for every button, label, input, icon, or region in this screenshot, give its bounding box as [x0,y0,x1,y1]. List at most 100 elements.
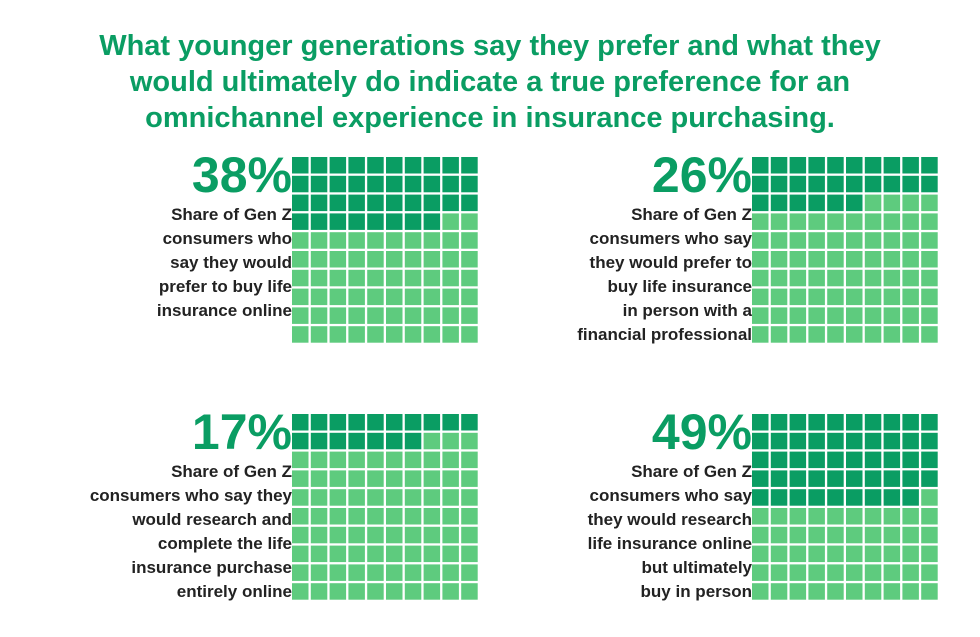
description-line: insurance purchase [131,558,292,577]
waffle-cell-empty [310,489,328,506]
headline: What younger generations say they prefer… [20,28,960,136]
stat-description: Share of Gen Z consumers who say they wo… [482,203,752,347]
waffle-cell-filled [883,175,901,193]
waffle-cell-empty [770,545,788,563]
waffle-cell-empty [902,326,919,343]
waffle-cell-empty [902,564,919,581]
waffle-cell-filled [329,175,347,193]
waffle-cell-empty [789,213,807,230]
waffle-cell-empty [310,269,328,287]
waffle-cell-filled [292,175,309,193]
waffle-cell-empty [864,213,882,230]
waffle-cell-empty [442,583,459,600]
waffle-cell-empty [292,232,309,249]
waffle-cell-filled [921,157,938,174]
waffle-cell-empty [461,508,478,525]
waffle-cell-empty [310,307,328,324]
waffle-cell-filled [423,194,441,212]
waffle-cell-empty [423,307,441,324]
waffle-cell-empty [752,326,769,343]
waffle-cell-empty [386,269,403,287]
waffle-cell-empty [770,564,788,581]
waffle-cell-empty [921,213,938,230]
description-line: buy life insurance [607,277,752,296]
waffle-cell-empty [461,232,478,249]
waffle-cell-empty [864,288,882,306]
waffle-cell-filled [827,414,844,431]
description-line: consumers who say [589,229,752,248]
waffle-cell-filled [864,414,882,431]
waffle-cell-empty [461,213,478,230]
waffle-cell-empty [789,526,807,544]
waffle-cell-empty [329,451,347,469]
waffle-cell-empty [864,251,882,268]
waffle-cell-empty [902,251,919,268]
waffle-cell-empty [442,232,459,249]
waffle-cell-empty [770,508,788,525]
waffle-cell-empty [442,326,459,343]
waffle-cell-filled [752,414,769,431]
waffle-cell-empty [367,508,384,525]
description-line: would research and [132,510,292,529]
waffle-cell-empty [348,583,365,600]
waffle-cell-empty [827,564,844,581]
waffle-cell-empty [442,213,459,230]
waffle-cell-empty [367,251,384,268]
waffle-cell-empty [846,307,863,324]
waffle-cell-empty [367,326,384,343]
waffle-cell-empty [921,288,938,306]
waffle-cell-empty [461,489,478,506]
description-line: financial professional [577,325,752,344]
waffle-cell-empty [883,583,901,600]
waffle-cell-empty [404,307,422,324]
waffle-cell-filled [329,213,347,230]
waffle-cell-empty [292,451,309,469]
waffle-cell-filled [752,470,769,487]
waffle-cell-empty [902,288,919,306]
waffle-cell-filled [921,451,938,469]
waffle-cell-empty [386,288,403,306]
waffle-cell-filled [292,432,309,450]
waffle-cell-empty [423,545,441,563]
waffle-cell-filled [752,175,769,193]
description-line: consumers who say they [89,486,292,505]
stat-panel-online-purchase: 38% Share of Gen Z consumers who say the… [20,147,480,357]
waffle-cell-empty [883,251,901,268]
waffle-cell-empty [846,508,863,525]
description-line: say they would [170,253,292,272]
waffle-cell-empty [386,307,403,324]
waffle-cell-filled [752,489,769,506]
waffle-cell-empty [827,545,844,563]
waffle-cell-empty [404,451,422,469]
waffle-cell-empty [883,213,901,230]
waffle-cell-empty [404,232,422,249]
waffle-cell-filled [846,432,863,450]
waffle-cell-filled [329,432,347,450]
description-line: buy in person [640,582,752,601]
waffle-cell-filled [864,432,882,450]
waffle-cell-empty [461,288,478,306]
waffle-cell-filled [461,157,478,174]
waffle-cell-filled [770,194,788,212]
waffle-cell-empty [423,288,441,306]
waffle-cell-filled [827,470,844,487]
waffle-cell-empty [789,251,807,268]
waffle-cell-empty [292,326,309,343]
waffle-cell-filled [770,432,788,450]
waffle-cell-empty [827,583,844,600]
waffle-cell-empty [348,470,365,487]
waffle-chart [752,414,938,600]
waffle-cell-empty [442,269,459,287]
waffle-cell-empty [423,489,441,506]
waffle-cell-filled [883,157,901,174]
waffle-cell-empty [367,564,384,581]
waffle-chart [292,157,478,343]
waffle-cell-empty [461,326,478,343]
waffle-cell-empty [348,232,365,249]
waffle-cell-filled [442,157,459,174]
waffle-cell-filled [808,451,825,469]
waffle-cell-empty [367,545,384,563]
headline-line: omnichannel experience in insurance purc… [145,102,835,134]
waffle-cell-empty [404,583,422,600]
waffle-cell-filled [404,213,422,230]
